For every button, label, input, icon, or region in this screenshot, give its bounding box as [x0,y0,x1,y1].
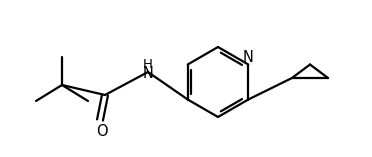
Text: N: N [243,50,254,65]
Text: N: N [142,65,153,81]
Text: H: H [143,57,153,70]
Text: O: O [96,124,108,138]
